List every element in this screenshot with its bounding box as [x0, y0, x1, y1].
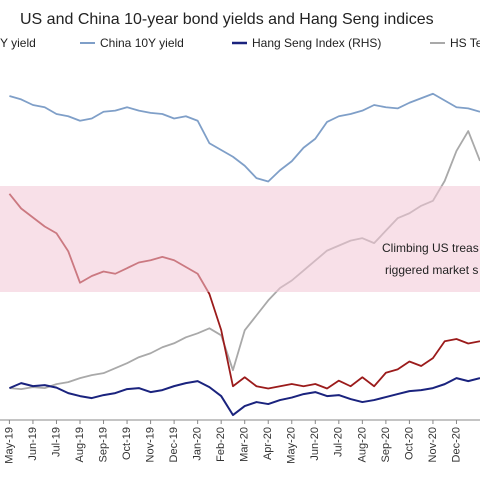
x-tick-label: Dec-20 [450, 427, 462, 462]
x-tick-label: Jun-20 [309, 427, 321, 461]
x-tick-label: Apr-20 [262, 427, 274, 460]
x-tick-label: Nov-20 [427, 427, 439, 462]
x-tick-label: Mar-20 [239, 427, 251, 462]
x-tick-label: Aug-20 [356, 427, 368, 462]
x-tick-label: Feb-20 [215, 427, 227, 462]
x-tick-label: Nov-19 [144, 427, 156, 462]
legend: Y yield China 10Y yield Hang Seng Index (R… [0, 36, 480, 50]
x-tick-label: Sep-20 [380, 427, 392, 462]
x-tick-label: Oct-20 [403, 427, 415, 460]
x-tick-label: Dec-19 [168, 427, 180, 462]
series-line [9, 377, 480, 417]
x-tick-label: Jul-19 [50, 427, 62, 457]
series-line [9, 92, 480, 183]
x-tick-label: May-20 [286, 427, 298, 464]
watermark-band [0, 186, 480, 292]
x-tick-label: May-19 [3, 427, 15, 464]
annotation: riggered market s [385, 263, 478, 277]
chart-title: US and China 10-year bond yields and Han… [20, 11, 434, 28]
legend-label: HS Te [450, 36, 480, 50]
legend-label: Y yield [0, 36, 36, 50]
x-tick-label: Aug-19 [74, 427, 86, 462]
legend-label: China 10Y yield [100, 36, 184, 50]
x-tick-label: Jan-20 [192, 427, 204, 461]
legend-label: Hang Seng Index (RHS) [252, 36, 381, 50]
x-tick-label: Oct-19 [121, 427, 133, 460]
x-tick-label: Jun-19 [27, 427, 39, 461]
x-tick-label: Jul-20 [333, 427, 345, 457]
x-tick-label: Sep-19 [97, 427, 109, 462]
annotation: Climbing US treas [382, 241, 479, 255]
plot-area: May-19 Jun-19 Jul-19 Aug-19 Sep-19 Oct-19 Nov-… [0, 92, 480, 464]
